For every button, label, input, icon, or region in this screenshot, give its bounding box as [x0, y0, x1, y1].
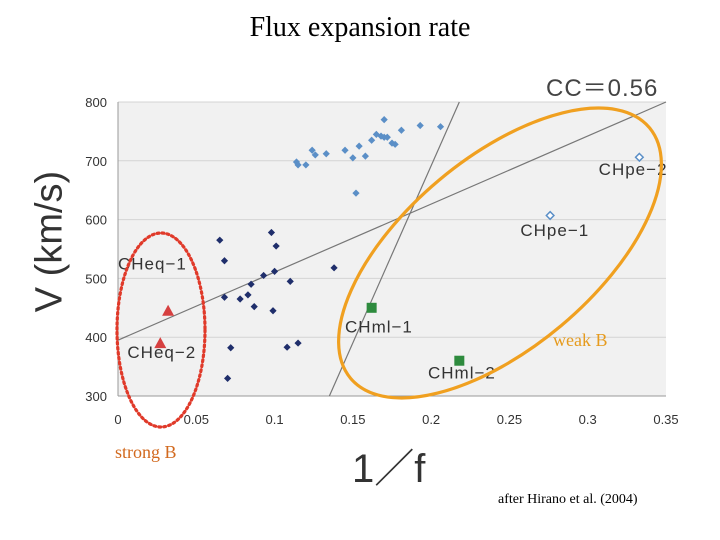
point-high-speed — [372, 130, 380, 138]
point-high-speed — [361, 152, 369, 160]
data-points — [154, 116, 645, 382]
point-label: CHeq−2 — [127, 343, 196, 362]
point-high-speed — [355, 142, 363, 150]
point-label: CHml−2 — [428, 363, 496, 382]
point-high-speed — [416, 121, 424, 130]
point-high-speed — [436, 123, 445, 131]
point-high-speed — [391, 140, 399, 148]
point-low-speed — [269, 307, 277, 315]
point-low-speed — [216, 236, 224, 244]
y-axis-label: V (km/s) — [28, 170, 71, 313]
point-high-speed — [341, 146, 349, 154]
point-label: CHml−1 — [345, 317, 413, 336]
x-tick-label: 0.3 — [579, 412, 597, 427]
y-tick-label: 400 — [85, 330, 107, 345]
y-tick-label: 600 — [85, 213, 107, 228]
y-tick-label: 500 — [85, 271, 107, 286]
page-title: Flux expansion rate — [249, 12, 471, 43]
point-CHeq — [154, 337, 167, 349]
point-high-speed — [397, 126, 405, 134]
point-high-speed — [377, 132, 385, 140]
fit-lines — [117, 101, 667, 397]
point-low-speed — [286, 277, 294, 285]
source-credit: after Hirano et al. (2004) — [498, 492, 638, 507]
point-high-speed — [302, 161, 310, 169]
point-CHml — [366, 302, 377, 313]
point-CHeq — [162, 304, 175, 316]
point-high-speed — [294, 161, 302, 169]
point-CHpe — [545, 210, 555, 221]
point-low-speed — [220, 257, 229, 265]
point-high-speed — [311, 151, 319, 159]
y-tick-label: 700 — [85, 154, 107, 169]
x-tick-label: 0.05 — [184, 412, 209, 427]
y-tick-labels: 300 400 500 600 700 800 — [85, 95, 107, 404]
weak-b-label: weak B — [553, 330, 608, 350]
point-high-speed — [383, 133, 391, 141]
point-high-speed — [322, 150, 330, 158]
y-tick-label: 300 — [85, 389, 107, 404]
point-high-speed — [349, 154, 357, 162]
point-low-speed — [267, 228, 276, 237]
y-tick-label: 800 — [85, 95, 107, 110]
point-low-speed — [247, 280, 255, 288]
fit-line — [117, 101, 667, 341]
point-CHpe — [634, 152, 645, 163]
plot-background — [118, 102, 666, 396]
fit-line — [328, 101, 460, 397]
point-low-speed — [270, 267, 279, 275]
point-high-speed — [292, 158, 301, 166]
x-tick-label: 0.15 — [340, 412, 365, 427]
point-low-speed — [283, 343, 291, 351]
point-low-speed — [236, 295, 244, 303]
x-tick-label: 0.25 — [497, 412, 522, 427]
point-high-speed — [352, 189, 360, 197]
point-low-speed — [220, 293, 229, 301]
point-high-speed — [308, 146, 316, 154]
point-CHml — [454, 355, 465, 366]
point-low-speed — [272, 242, 280, 250]
point-low-speed — [330, 264, 338, 272]
x-tick-label: 0.2 — [422, 412, 440, 427]
x-axis-label: 1／f — [352, 447, 426, 491]
point-low-speed — [250, 303, 258, 311]
strong-b-ellipse — [115, 231, 207, 429]
correlation-label: CC＝0.56 — [546, 75, 659, 102]
point-low-speed — [260, 271, 268, 280]
point-labels: CHeq−1 CHeq−2 CHml−1 CHml−2 CHpe−1 CHpe−2 — [118, 160, 668, 382]
x-tick-label: 0 — [114, 412, 121, 427]
point-label: CHpe−2 — [599, 160, 668, 179]
point-low-speed — [294, 339, 302, 347]
point-high-speed — [380, 116, 388, 124]
weak-b-ellipse — [337, 106, 663, 400]
strong-b-label: strong B — [115, 442, 177, 462]
point-low-speed — [224, 374, 232, 382]
x-tick-label: 0.1 — [266, 412, 284, 427]
point-low-speed — [244, 291, 252, 299]
x-tick-label: 0.35 — [653, 412, 678, 427]
x-tick-labels: 0 0.05 0.1 0.15 0.2 0.25 0.3 0.35 — [114, 412, 678, 427]
point-high-speed — [368, 136, 376, 144]
point-label: CHpe−1 — [520, 221, 589, 240]
point-low-speed — [227, 344, 235, 352]
point-label: CHeq−1 — [118, 255, 187, 274]
